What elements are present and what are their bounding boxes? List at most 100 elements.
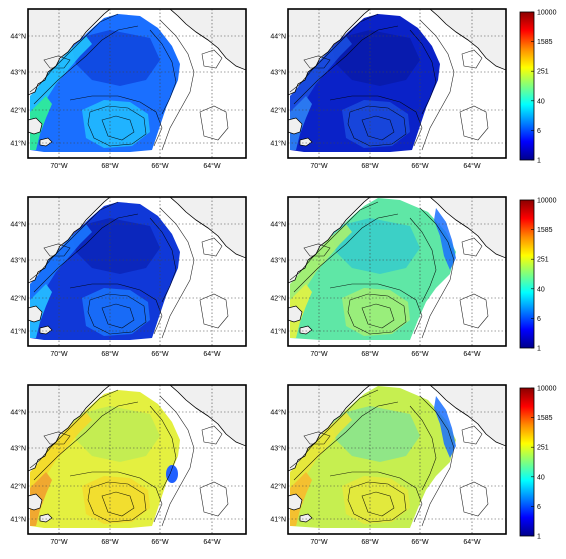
bathymetry-contour [43, 431, 71, 445]
bathymetry-contour [461, 425, 483, 445]
bathymetry-contour [459, 293, 489, 329]
lat-tick-label: 43°N [10, 445, 26, 453]
map-panel-r1c1: 44°N 43°N 42°N 41°N 70°W 68°W 66°W 64°W [0, 0, 250, 183]
lon-tick-label: 66°W [151, 162, 169, 170]
colorbar-tick-label: 251 [537, 445, 549, 452]
colorbar-svg-row2: 10000 1585 251 40 6 1 [519, 198, 557, 353]
lon-tick-label: 64°W [463, 538, 481, 546]
lat-tick-label: 44°N [10, 409, 26, 417]
colorbar-tick-label: 6 [537, 128, 541, 135]
bathymetry-contour [159, 207, 195, 339]
data-field-coastal [290, 412, 352, 526]
data-field-coastal [30, 36, 92, 150]
bathymetry-contour [347, 481, 407, 523]
lon-tick-label: 64°W [203, 350, 221, 358]
map-content [28, 197, 246, 346]
bathymetry-contour [459, 481, 489, 517]
data-field-bank [342, 476, 410, 524]
bathymetry-contour [69, 283, 163, 335]
lat-tick-label: 41°N [10, 140, 26, 148]
bathymetry-contour [159, 19, 195, 151]
map-frame [287, 384, 507, 535]
lon-tick-label: 70°W [310, 350, 328, 358]
lon-tick-label: 68°W [361, 350, 379, 358]
data-field-edge [434, 396, 456, 458]
colorbar-tick-label: 1 [537, 534, 541, 541]
land-cape [28, 305, 43, 323]
bathymetry-contour [199, 293, 229, 329]
lat-tick-label: 41°N [270, 516, 286, 524]
map-panel-r2c2: 44°N 43°N 42°N 41°N 70°W 68°W 66°W 64°W [260, 188, 510, 371]
map-content [28, 385, 246, 534]
bathymetry-contour [159, 395, 195, 527]
lat-tick-label: 42°N [10, 295, 26, 303]
bathymetry-contour [293, 25, 399, 105]
map-panel-r3c1: 44°N 43°N 42°N 41°N 70°W 68°W 66°W 64°W [0, 376, 250, 559]
lat-tick-label: 41°N [10, 516, 26, 524]
data-field-coastal [30, 412, 92, 526]
colorbar-bar [519, 199, 535, 349]
bathymetry-contour [419, 395, 455, 527]
bathymetry-contour [201, 237, 223, 257]
land-island [299, 325, 313, 335]
bathymetry-contour [33, 25, 139, 105]
map-svg-r3c2: 44°N 43°N 42°N 41°N 70°W 68°W 66°W 64°W [270, 384, 507, 546]
colorbar-tick-label: 6 [537, 316, 541, 323]
bathymetry-contour [43, 243, 71, 257]
colorbar-tick-label: 10000 [537, 386, 557, 393]
bathymetry-contour [33, 401, 139, 481]
lat-tick-label: 43°N [10, 257, 26, 265]
land-nova-scotia [429, 9, 506, 71]
map-content [288, 197, 506, 346]
land-island [299, 513, 313, 523]
lat-tick-label: 44°N [10, 221, 26, 229]
land-nova-scotia [429, 197, 506, 259]
lon-tick-label: 68°W [101, 162, 119, 170]
lon-tick-label: 68°W [101, 350, 119, 358]
lon-tick-label: 64°W [203, 538, 221, 546]
map-svg-r2c2: 44°N 43°N 42°N 41°N 70°W 68°W 66°W 64°W [270, 196, 507, 358]
lat-tick-label: 41°N [270, 140, 286, 148]
map-panel-r2c1: 44°N 43°N 42°N 41°N 70°W 68°W 66°W 64°W [0, 188, 250, 371]
data-field-coastal [290, 36, 352, 150]
bathymetry-contour [101, 491, 135, 517]
bathymetry-contour [43, 55, 71, 69]
data-field-bank [342, 288, 410, 336]
data-field-coastal [290, 224, 352, 338]
land-nova-scotia [169, 385, 246, 447]
bathymetry-contour [87, 293, 147, 335]
data-field-anomaly [166, 465, 178, 483]
bathymetry-contour [329, 95, 423, 147]
colorbar-bar [519, 387, 535, 537]
data-field-coastal [30, 224, 92, 338]
colorbar-tick-label: 10000 [537, 10, 557, 17]
bathymetry-contour [289, 13, 379, 93]
colorbar-tick-label: 10000 [537, 198, 557, 205]
lon-tick-label: 70°W [50, 350, 68, 358]
lat-tick-label: 41°N [270, 328, 286, 336]
lon-tick-label: 68°W [361, 162, 379, 170]
land-nova-scotia [169, 197, 246, 259]
lon-tick-label: 66°W [411, 350, 429, 358]
lon-tick-label: 64°W [463, 162, 481, 170]
data-field-edge [434, 208, 456, 270]
colorbar-tick-label: 251 [537, 69, 549, 76]
bathymetry-contour [33, 213, 139, 293]
lon-tick-label: 66°W [151, 538, 169, 546]
bathymetry-contour [201, 49, 223, 69]
bathymetry-contour [361, 491, 395, 517]
bathymetry-contour [69, 471, 163, 523]
map-svg-r3c1: 44°N 43°N 42°N 41°N 70°W 68°W 66°W 64°W [10, 384, 247, 546]
colorbar-tick-label: 251 [537, 257, 549, 264]
lon-tick-label: 70°W [50, 162, 68, 170]
lat-tick-label: 44°N [270, 221, 286, 229]
lat-tick-label: 43°N [10, 69, 26, 77]
map-frame [287, 8, 507, 159]
data-field-bank [342, 100, 410, 148]
lat-tick-label: 43°N [270, 445, 286, 453]
map-frame [27, 8, 247, 159]
bathymetry-contour [303, 243, 331, 257]
lat-tick-label: 44°N [10, 33, 26, 41]
bathymetry-contour [459, 105, 489, 141]
map-frame [287, 196, 507, 347]
